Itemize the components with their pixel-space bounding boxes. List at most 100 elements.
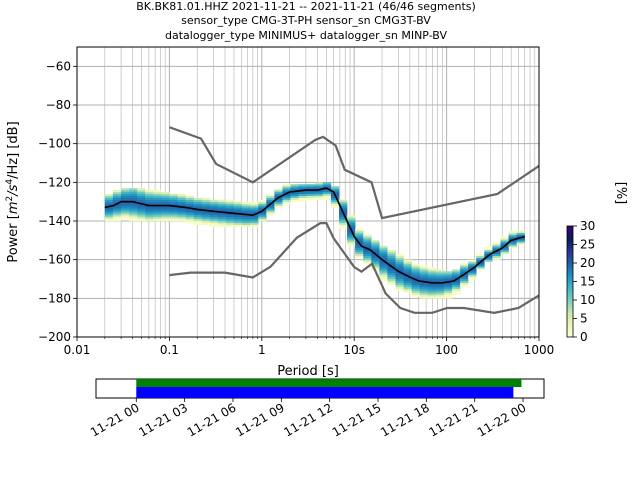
- title-line-sensor: sensor_type CMG-3T-PH sensor_sn CMG3T-BV: [181, 14, 431, 27]
- pdf-cell: [201, 217, 211, 220]
- pdf-cell: [177, 195, 186, 198]
- pdf-cell: [338, 226, 348, 229]
- pdf-cell: [355, 248, 364, 251]
- noise-models: [169, 126, 539, 314]
- pdf-cell: [185, 205, 194, 208]
- noise-model-low: [169, 222, 539, 314]
- pdf-cell: [330, 195, 340, 198]
- colorbar-step: [567, 237, 573, 240]
- pdf-cell: [411, 286, 421, 289]
- pdf-cell: [137, 201, 146, 204]
- pdf-cell: [161, 219, 170, 222]
- pdf-cell: [250, 222, 259, 226]
- pdf-cell: [282, 195, 291, 198]
- pdf-cell: [363, 259, 372, 262]
- pdf-cell: [468, 273, 477, 276]
- pdf-cell: [395, 282, 404, 285]
- pdf-cell: [161, 217, 170, 220]
- pdf-cell: [209, 224, 219, 227]
- pdf-cell: [435, 296, 445, 299]
- y-axis-label-m: m: [6, 201, 21, 214]
- y-tick-label: −100: [38, 137, 71, 151]
- pdf-cell: [145, 207, 154, 210]
- timeline-tick-label: 11-21 18: [378, 400, 432, 439]
- colorbar-tick-label: 10: [580, 293, 595, 307]
- pdf-cell: [363, 255, 372, 258]
- y-axis-label: Power [m2/s4/Hz] [dB]: [5, 121, 21, 262]
- pdf-cell: [363, 253, 372, 256]
- pdf-cell: [112, 213, 122, 216]
- pdf-cell: [427, 279, 437, 282]
- pdf-cell: [460, 280, 469, 284]
- pdf-cell: [468, 261, 477, 264]
- colorbar-step: [567, 312, 573, 316]
- pdf-cell: [137, 195, 146, 198]
- pdf-cell: [290, 195, 299, 198]
- pdf-cell: [411, 267, 421, 270]
- pdf-cell: [516, 240, 525, 243]
- pdf-cell: [443, 292, 453, 295]
- pdf-cell: [120, 190, 130, 193]
- pdf-cell: [104, 207, 114, 210]
- pdf-cell: [145, 203, 154, 206]
- pdf-cell: [476, 253, 485, 256]
- colorbar-step: [567, 303, 573, 306]
- colorbar-step: [567, 335, 573, 338]
- pdf-cell: [371, 242, 380, 245]
- pdf-cell: [161, 193, 170, 197]
- pdf-cell: [112, 190, 122, 193]
- pdf-cell: [419, 269, 429, 272]
- pdf-cell: [120, 199, 130, 202]
- pdf-cell: [338, 207, 348, 210]
- pdf-cell: [395, 277, 404, 280]
- pdf-cell: [177, 215, 186, 218]
- y-axis-label-exp4: 4: [5, 179, 15, 185]
- pdf-cell: [145, 197, 154, 200]
- pdf-cell: [427, 284, 437, 287]
- colorbar-step: [567, 300, 573, 303]
- colorbar-step: [567, 327, 573, 330]
- x-tick-label: 0.1: [160, 343, 179, 357]
- pdf-cell: [379, 261, 388, 264]
- pdf-cell: [225, 207, 235, 210]
- pdf-cell: [242, 203, 251, 206]
- pdf-cell: [201, 207, 211, 210]
- pdf-cell: [411, 271, 421, 274]
- pdf-cell: [137, 192, 146, 195]
- pdf-cell: [322, 186, 332, 189]
- pdf-cell: [403, 269, 412, 272]
- pdf-cell: [217, 205, 227, 208]
- pdf-cell: [427, 288, 437, 291]
- pdf-cell: [242, 205, 251, 208]
- pdf-cell: [112, 199, 122, 202]
- pdf-cell: [347, 219, 356, 222]
- pdf-cell: [120, 193, 130, 197]
- pdf-cell: [435, 279, 445, 282]
- pdf-cell: [250, 201, 259, 204]
- pdf-cell: [242, 215, 251, 218]
- pdf-cell: [120, 197, 130, 200]
- pdf-cell: [129, 213, 138, 216]
- pdf-cell: [460, 275, 469, 278]
- pdf-cell: [435, 282, 445, 285]
- pdf-cell: [314, 195, 324, 198]
- y-axis-label-exp2: 2: [5, 196, 15, 202]
- pdf-cell: [120, 217, 130, 220]
- pdf-cell: [225, 222, 235, 226]
- grid-minor-lines: [104, 47, 536, 337]
- pdf-cell: [225, 219, 235, 222]
- pdf-cell: [306, 195, 316, 198]
- pdf-cell: [104, 203, 114, 206]
- pdf-cell: [411, 275, 421, 278]
- pdf-cell: [452, 277, 461, 280]
- pdf-cell: [225, 215, 235, 218]
- pdf-cell: [242, 221, 251, 224]
- pdf-cell: [185, 215, 194, 218]
- pdf-cell: [153, 201, 162, 204]
- pdf-cell: [193, 221, 202, 224]
- colorbar-step: [567, 233, 573, 236]
- pdf-cell: [217, 201, 227, 204]
- pdf-cell: [379, 267, 388, 270]
- pdf-cell: [492, 255, 501, 258]
- pdf-cell: [209, 211, 219, 214]
